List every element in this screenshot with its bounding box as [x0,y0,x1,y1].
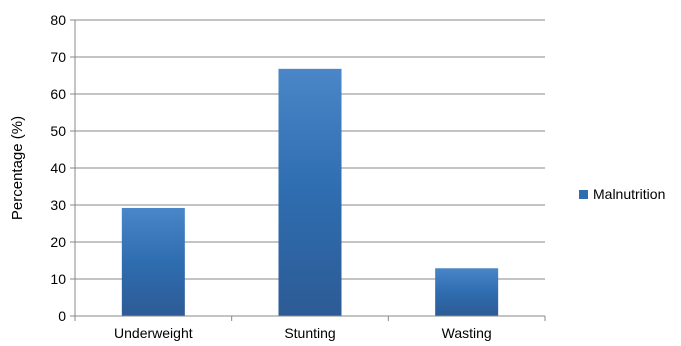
legend: Malnutrition [579,186,665,202]
y-tick-label: 50 [50,123,66,139]
bar-stunting [278,68,342,316]
bar-wasting [435,268,499,316]
x-tick-labels: Underweight Stunting Wasting [114,325,492,341]
x-tick-label: Stunting [284,325,335,341]
axes [74,20,546,321]
y-tick-label: 40 [50,160,66,176]
x-tick-label: Underweight [114,325,193,341]
bars [121,68,499,316]
y-tick-label: 0 [58,308,66,324]
legend-swatch [579,190,588,199]
y-axis-title: Percentage (%) [9,116,26,220]
y-tick-labels: 0 10 20 30 40 50 60 70 80 [50,12,75,324]
y-tick-label: 30 [50,197,66,213]
y-tick-label: 80 [50,12,66,28]
y-tick-label: 70 [50,49,66,65]
y-tick-label: 10 [50,271,66,287]
y-tick-label: 60 [50,86,66,102]
bar-underweight [121,207,185,316]
y-tick-label: 20 [50,234,66,250]
legend-label: Malnutrition [593,186,665,202]
x-tick-label: Wasting [442,325,492,341]
